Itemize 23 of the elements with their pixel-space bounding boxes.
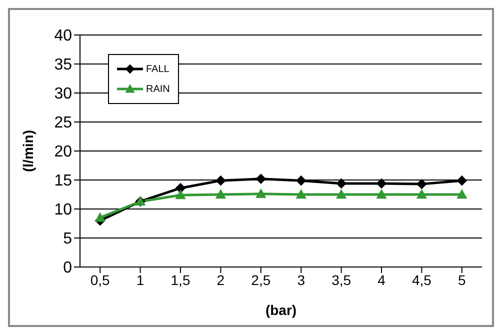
- x-axis-title: (bar): [265, 302, 297, 318]
- y-tick-label: 20: [54, 144, 72, 161]
- legend-label: FALL: [146, 64, 170, 74]
- y-axis-title: (l/min): [20, 130, 36, 172]
- x-tick-label: 2,5: [251, 272, 271, 288]
- y-tick-label: 35: [54, 56, 72, 74]
- x-tick-label: 1,5: [170, 272, 190, 288]
- x-tick-label: 4: [378, 272, 386, 288]
- legend-label: RAIN: [146, 84, 170, 94]
- y-tick-label: 25: [54, 114, 72, 132]
- y-tick-label: 40: [54, 28, 72, 45]
- x-tick-label: 5: [458, 272, 466, 288]
- x-tick-label: 3: [297, 272, 306, 288]
- x-tick-label: 0,5: [90, 272, 110, 288]
- x-tick-label: 2: [216, 272, 225, 288]
- x-tick-label: 4,5: [412, 272, 432, 288]
- y-tick-label: 0: [63, 260, 72, 277]
- x-tick-label: 3,5: [332, 272, 352, 288]
- x-tick-label: 1: [136, 272, 144, 288]
- y-tick-label: 15: [54, 172, 72, 190]
- y-tick-label: 10: [54, 202, 72, 219]
- y-tick-label: 5: [63, 230, 72, 248]
- y-tick-label: 30: [54, 86, 72, 103]
